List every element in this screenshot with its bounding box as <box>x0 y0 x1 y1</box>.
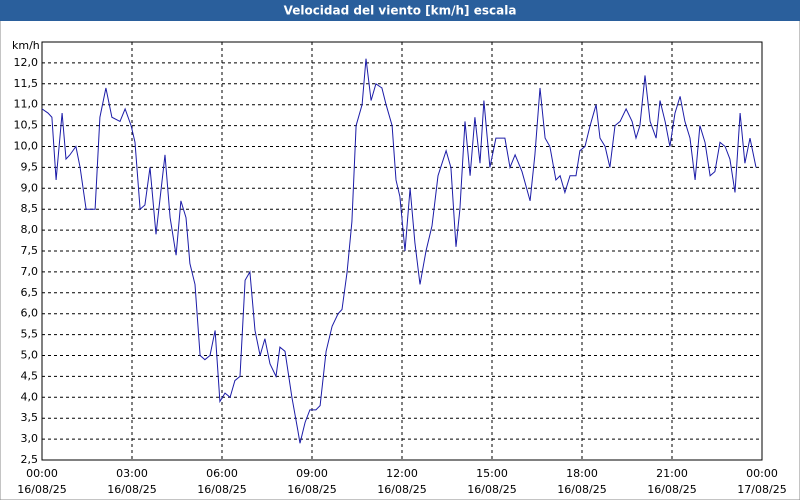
x-tick-label: 21:00 <box>656 467 688 480</box>
x-tick-date: 17/08/25 <box>737 483 786 496</box>
x-tick-label: 09:00 <box>296 467 328 480</box>
y-tick-label: 11,5 <box>14 77 39 90</box>
x-tick-label: 15:00 <box>476 467 508 480</box>
x-tick-label: 12:00 <box>386 467 418 480</box>
y-tick-label: 7,5 <box>21 244 39 257</box>
y-tick-label: 10,0 <box>14 140 39 153</box>
x-tick-date: 16/08/25 <box>287 483 336 496</box>
x-tick-date: 16/08/25 <box>377 483 426 496</box>
y-tick-label: 5,5 <box>21 328 39 341</box>
chart-title: Velocidad del viento [km/h] escala <box>284 4 517 18</box>
y-tick-label: 3,0 <box>21 432 39 445</box>
x-tick-label: 03:00 <box>116 467 148 480</box>
x-tick-label: 00:00 <box>26 467 58 480</box>
x-tick-label: 18:00 <box>566 467 598 480</box>
y-tick-label: 6,5 <box>21 286 39 299</box>
y-tick-label: 9,0 <box>21 181 39 194</box>
y-tick-label: 6,0 <box>21 307 39 320</box>
x-tick-date: 16/08/25 <box>17 483 66 496</box>
x-tick-date: 16/08/25 <box>107 483 156 496</box>
x-tick-date: 16/08/25 <box>467 483 516 496</box>
title-bar <box>0 0 800 21</box>
y-tick-label: 7,0 <box>21 265 39 278</box>
x-tick-label: 00:00 <box>746 467 778 480</box>
y-tick-label: 3,5 <box>21 411 39 424</box>
x-tick-date: 16/08/25 <box>197 483 246 496</box>
y-tick-label: 8,0 <box>21 223 39 236</box>
y-tick-label: 4,0 <box>21 390 39 403</box>
y-axis-label: km/h <box>12 39 40 52</box>
wind-speed-line <box>41 58 757 444</box>
x-tick-label: 06:00 <box>206 467 238 480</box>
y-tick-label: 4,5 <box>21 369 39 382</box>
y-tick-label: 10,5 <box>14 119 39 132</box>
y-tick-label: 2,5 <box>21 453 39 466</box>
x-tick-date: 16/08/25 <box>647 483 696 496</box>
y-tick-label: 12,0 <box>14 56 39 69</box>
x-tick-date: 16/08/25 <box>557 483 606 496</box>
y-tick-label: 5,0 <box>21 349 39 362</box>
y-tick-label: 8,5 <box>21 202 39 215</box>
y-tick-label: 9,5 <box>21 160 39 173</box>
y-tick-label: 11,0 <box>14 98 39 111</box>
